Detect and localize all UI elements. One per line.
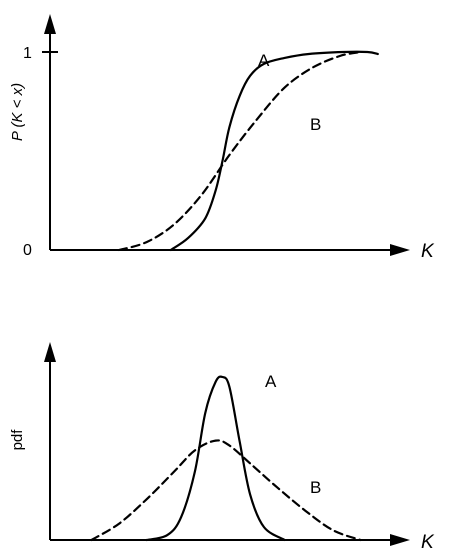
pdf-x-axis-arrowhead bbox=[390, 534, 410, 546]
pdf-chart: K pdf A B bbox=[9, 342, 435, 553]
cdf-series-a-label: A bbox=[258, 51, 270, 70]
cdf-y-axis-label: P (K < x) bbox=[9, 83, 26, 141]
pdf-series-b-label: B bbox=[310, 478, 321, 497]
cdf-series-a-line bbox=[169, 50, 379, 252]
pdf-y-axis-label: pdf bbox=[9, 429, 26, 451]
pdf-series-a-line bbox=[145, 375, 286, 542]
pdf-y-axis-arrowhead bbox=[44, 342, 56, 362]
cdf-x-axis-arrowhead bbox=[390, 244, 410, 256]
cdf-y-axis-arrowhead bbox=[44, 14, 56, 34]
cdf-x-axis-label: K bbox=[421, 241, 435, 262]
pdf-x-axis-label: K bbox=[421, 532, 435, 553]
pdf-series-b-line bbox=[90, 439, 362, 542]
cdf-series-b-line bbox=[117, 50, 362, 252]
cdf-series-b-label: B bbox=[310, 115, 321, 134]
cdf-chart: 1 0 K P (K < x) A B bbox=[9, 14, 435, 262]
pdf-series-a-label: A bbox=[265, 372, 277, 391]
cdf-y-tick-label-1: 1 bbox=[23, 45, 32, 62]
cdf-y-tick-label-0: 0 bbox=[23, 242, 32, 259]
